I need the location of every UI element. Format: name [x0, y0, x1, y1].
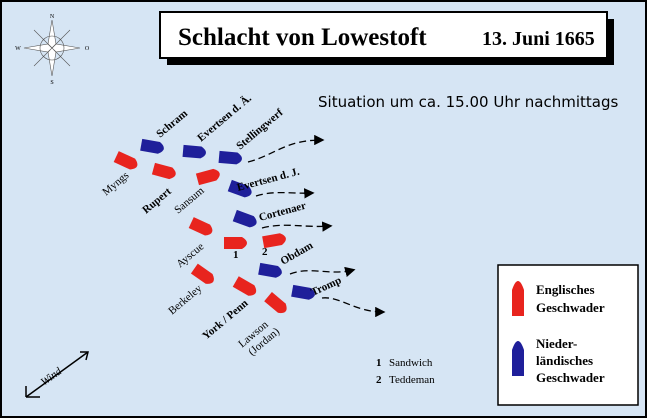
compass	[23, 19, 81, 77]
date: 13. Juni 1665	[482, 28, 595, 50]
note-name: Teddeman	[389, 374, 435, 386]
legend-text: Englisches	[536, 282, 595, 297]
legend-dutch-icon	[512, 341, 524, 376]
legend-text: ländisches	[536, 353, 593, 368]
legend-english-icon	[512, 281, 524, 316]
legend-text: Geschwader	[536, 300, 605, 315]
title-box	[159, 11, 608, 59]
compass-o: O	[85, 46, 90, 52]
note-num: 2	[376, 374, 382, 386]
legend-text: Geschwader	[536, 370, 605, 385]
compass-w: W	[15, 46, 21, 52]
subtitle: Situation um ca. 15.00 Uhr nachmittags	[318, 93, 618, 111]
legend-text: Nieder-	[536, 336, 577, 351]
compass-n: N	[50, 14, 55, 20]
note-name: Sandwich	[389, 357, 433, 369]
note-num: 1	[376, 357, 382, 369]
wind-arrow	[25, 351, 89, 398]
compass-s: S	[50, 80, 53, 86]
movement-arrows	[247, 134, 386, 318]
title: Schlacht von Lowestoft	[178, 24, 427, 51]
marker: 2	[262, 246, 268, 258]
marker: 1	[233, 249, 239, 261]
